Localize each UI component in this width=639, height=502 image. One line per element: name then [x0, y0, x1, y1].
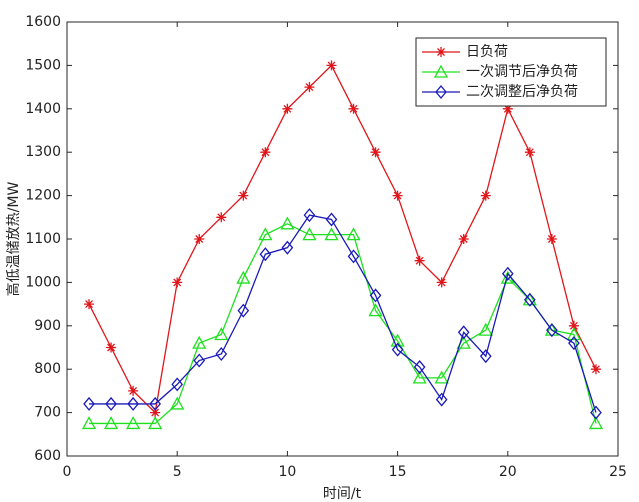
marker — [106, 342, 117, 353]
marker — [502, 103, 513, 114]
marker — [171, 377, 184, 392]
legend-marker — [436, 47, 446, 57]
marker — [434, 370, 449, 384]
y-tick-label: 1300 — [25, 144, 61, 160]
marker — [324, 227, 339, 241]
marker — [127, 396, 139, 411]
marker — [193, 353, 206, 368]
x-tick-label: 5 — [173, 464, 182, 480]
marker — [524, 147, 535, 158]
marker — [280, 216, 295, 230]
y-tick-label: 1400 — [25, 101, 61, 117]
x-tick-label: 20 — [499, 464, 517, 480]
marker — [128, 385, 139, 396]
x-tick-label: 10 — [278, 464, 296, 480]
marker — [370, 147, 381, 158]
marker — [237, 303, 250, 318]
marker — [588, 416, 604, 430]
marker — [347, 249, 360, 264]
marker — [281, 240, 294, 255]
marker — [590, 364, 601, 375]
y-tick-label: 800 — [34, 361, 61, 377]
marker — [81, 416, 97, 430]
marker — [501, 266, 514, 281]
marker — [413, 360, 426, 375]
marker — [84, 299, 95, 310]
legend-label: 一次调节后净负荷 — [466, 64, 578, 80]
marker — [480, 190, 491, 201]
y-tick-label: 1200 — [25, 188, 61, 204]
marker — [568, 336, 580, 351]
y-tick-label: 1500 — [25, 57, 61, 73]
marker — [392, 190, 403, 201]
marker — [259, 247, 272, 262]
marker — [282, 103, 293, 114]
y-tick-label: 1000 — [25, 274, 61, 290]
legend-label: 日负荷 — [466, 44, 508, 60]
marker — [238, 190, 249, 201]
marker — [258, 227, 273, 241]
y-tick-label: 900 — [34, 318, 61, 334]
legend-label: 二次调整后净负荷 — [466, 84, 578, 100]
marker — [346, 227, 361, 241]
y-axis-label: 高低温储放热/MW — [5, 182, 22, 297]
marker — [435, 392, 448, 407]
marker — [105, 396, 117, 411]
y-tick-label: 1100 — [25, 231, 61, 247]
marker — [170, 396, 185, 410]
marker — [303, 208, 316, 223]
marker — [546, 234, 557, 244]
marker — [436, 277, 447, 288]
legend-marker — [435, 84, 447, 100]
marker — [414, 255, 425, 266]
marker — [546, 323, 558, 338]
marker — [348, 103, 359, 114]
legend-marker — [433, 64, 449, 78]
marker — [412, 370, 427, 384]
marker — [368, 303, 383, 317]
marker — [194, 234, 205, 244]
marker — [458, 234, 469, 244]
marker — [148, 416, 163, 430]
marker — [172, 277, 183, 288]
marker — [83, 396, 95, 411]
marker — [369, 288, 382, 303]
x-tick-label: 25 — [609, 464, 627, 480]
marker — [390, 333, 405, 347]
marker — [457, 325, 470, 340]
x-tick-label: 15 — [389, 464, 407, 480]
marker — [260, 147, 271, 158]
marker — [192, 335, 207, 349]
marker — [523, 292, 536, 307]
marker — [479, 349, 492, 364]
marker — [568, 320, 579, 331]
marker — [391, 342, 404, 357]
series-line — [88, 64, 597, 414]
marker — [236, 270, 251, 284]
marker — [150, 407, 161, 418]
y-tick-label: 1600 — [25, 14, 61, 30]
marker — [566, 327, 582, 341]
marker — [302, 227, 317, 241]
series-line — [89, 223, 597, 425]
marker — [126, 416, 141, 430]
marker — [325, 212, 338, 227]
marker — [216, 212, 227, 223]
x-tick-label: 0 — [63, 464, 72, 480]
y-tick-label: 700 — [34, 405, 61, 421]
marker — [478, 322, 493, 336]
marker — [214, 327, 229, 341]
marker — [326, 60, 337, 71]
marker — [590, 405, 602, 420]
marker — [103, 416, 119, 430]
y-tick-label: 600 — [34, 448, 61, 464]
x-axis-label: 时间/t — [323, 486, 362, 502]
marker — [304, 82, 315, 93]
marker — [215, 346, 228, 362]
marker — [149, 396, 162, 411]
series-line — [89, 214, 597, 413]
